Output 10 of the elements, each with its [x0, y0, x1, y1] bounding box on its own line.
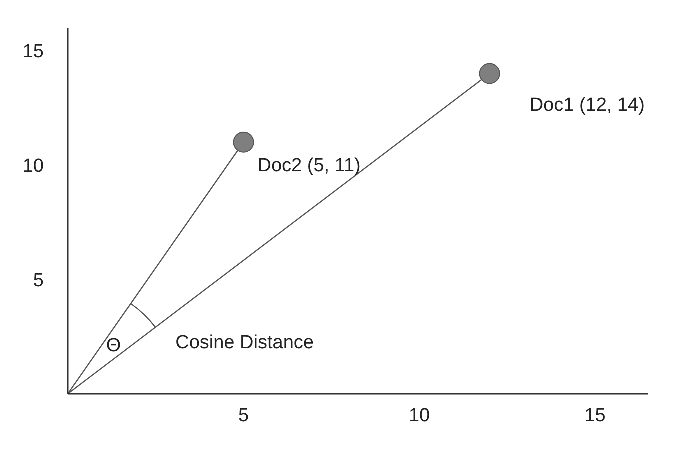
x-tick-label: 15: [584, 405, 606, 426]
y-tick-label: 15: [22, 42, 44, 63]
annotation: Cosine Distance: [176, 332, 314, 354]
x-tick-label: 5: [238, 405, 250, 426]
annotation: Doc2 (5, 11): [258, 155, 361, 176]
annotation: Θ: [106, 335, 122, 356]
y-tick-label: 10: [22, 156, 44, 177]
annotation: Doc1 (12, 14): [530, 94, 645, 116]
y-tick-label: 5: [33, 270, 44, 292]
x-tick-label: 10: [408, 405, 430, 426]
